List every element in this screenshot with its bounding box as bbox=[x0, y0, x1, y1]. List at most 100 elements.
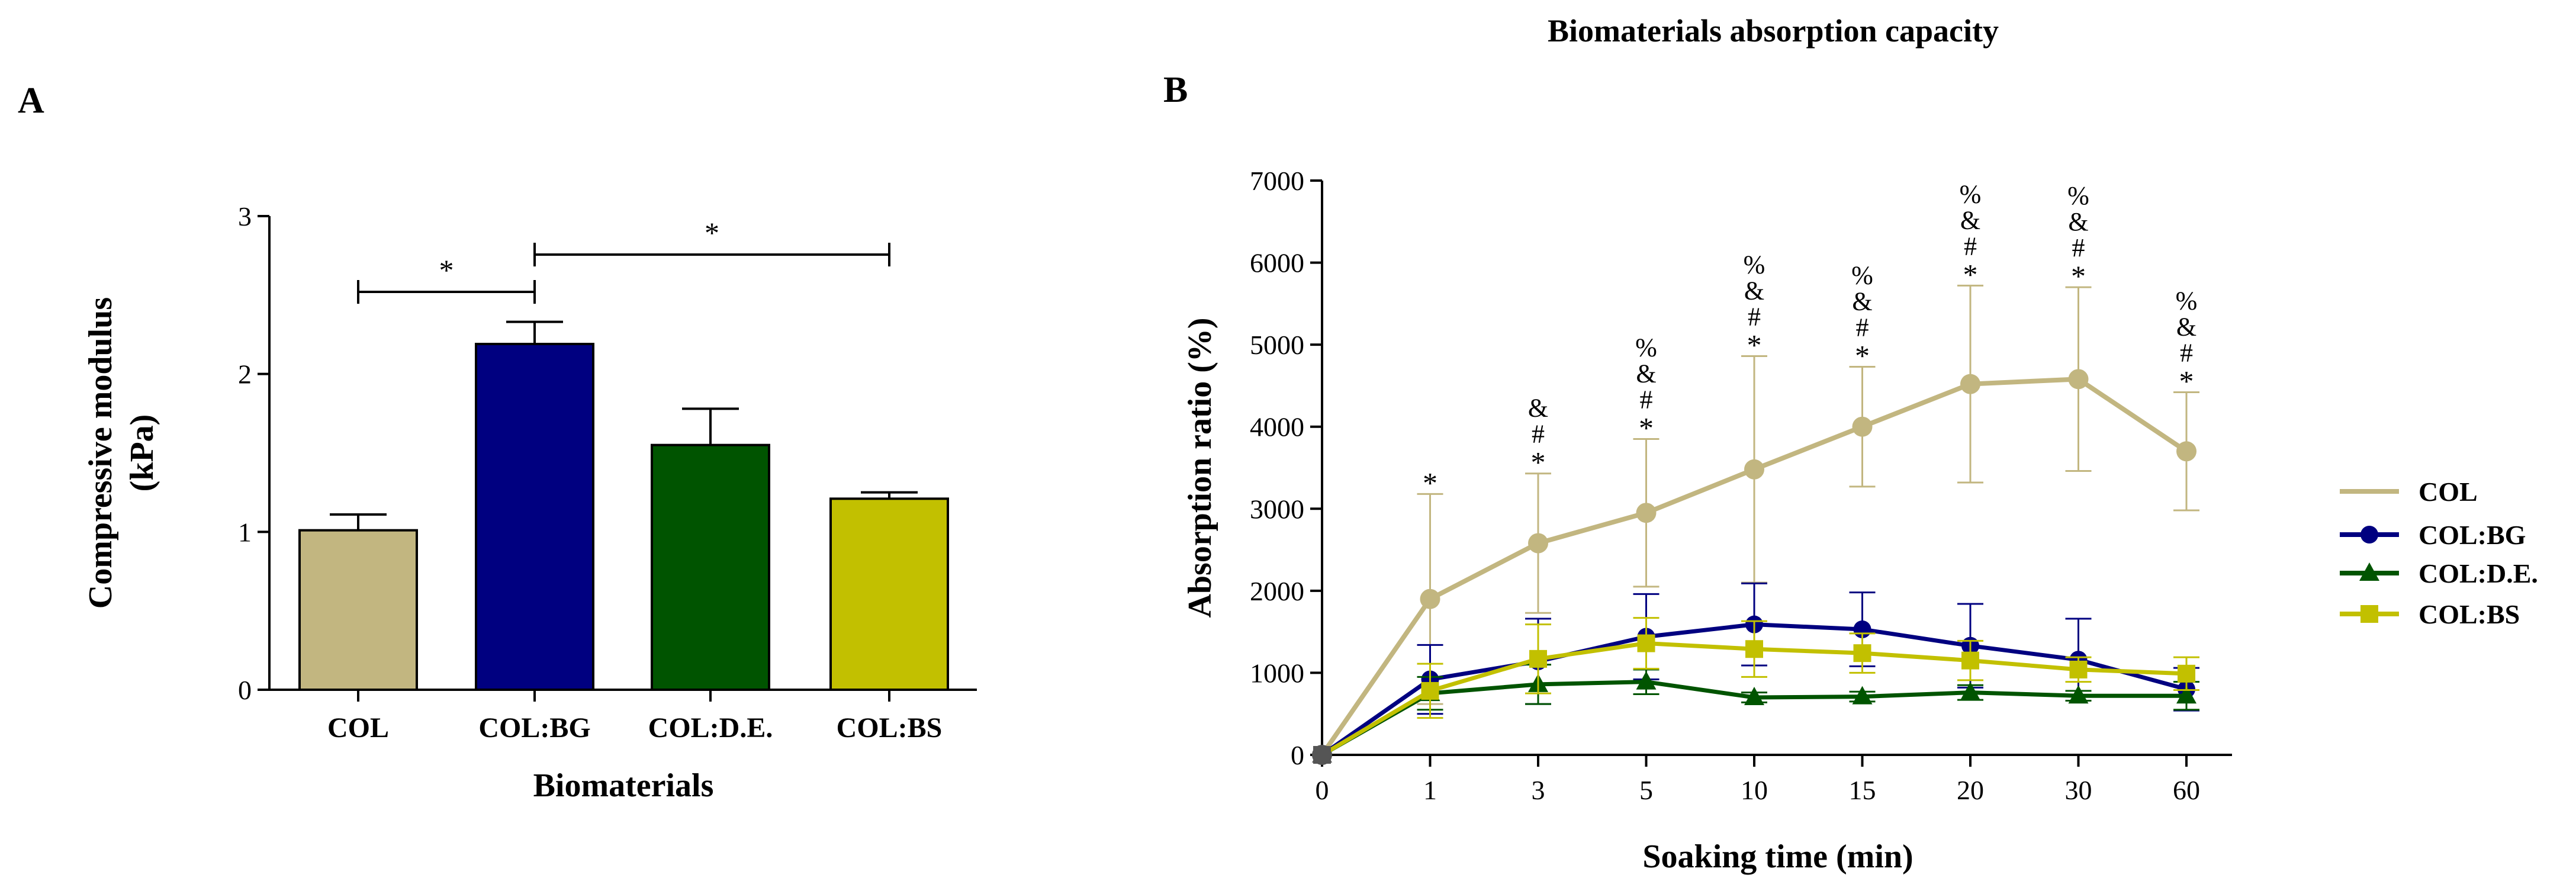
panel-b-x-tick-label: 0 bbox=[1316, 775, 1329, 805]
panel-a-bar bbox=[298, 529, 418, 692]
panel-a-bar bbox=[651, 443, 770, 692]
panel-b-significance-label: * bbox=[2071, 259, 2086, 292]
panel-b-marker bbox=[1420, 589, 1440, 609]
panel-b-significance-label: * bbox=[1963, 258, 1978, 291]
panel-b-significance-label: # bbox=[1640, 385, 1653, 414]
panel-b-x-label: Soaking time (min) bbox=[1642, 838, 1913, 875]
legend-marker bbox=[2360, 526, 2378, 544]
panel-a-y-tick-label: 2 bbox=[238, 359, 252, 390]
panel-a-y-tick-label: 0 bbox=[238, 675, 252, 705]
panel-b-significance-label: & bbox=[1528, 394, 1548, 423]
panel-b-significance-label: # bbox=[2072, 233, 2085, 262]
panel-b-significance-label: % bbox=[1635, 333, 1657, 362]
panel-b-y-tick-label: 5000 bbox=[1250, 330, 1304, 360]
panel-a-x-label: Biomaterials bbox=[533, 767, 714, 804]
panel-b-marker bbox=[1960, 681, 1980, 700]
panel-b-series-colbs bbox=[1313, 617, 2199, 764]
panel-b-significance-label: % bbox=[1960, 179, 1982, 208]
panel-b-marker bbox=[1528, 533, 1548, 554]
panel-b-marker bbox=[1853, 644, 1871, 663]
panel-b-significance-label: * bbox=[1747, 329, 1762, 362]
panel-b-series-colde bbox=[1312, 664, 2199, 763]
panel-b-y-label: Absorption ratio (%) bbox=[1182, 317, 1218, 618]
panel-b-x-tick-label: 10 bbox=[1741, 775, 1768, 805]
panel-b-x-tick-label: 1 bbox=[1423, 775, 1437, 805]
panel-b-marker bbox=[1636, 671, 1657, 690]
panel-b-marker bbox=[1961, 651, 1979, 670]
panel-b-significance-label: * bbox=[1855, 339, 1870, 372]
panel-b-y-tick-label: 6000 bbox=[1250, 248, 1304, 278]
panel-a-significance-star: * bbox=[705, 216, 719, 249]
legend-marker bbox=[2360, 605, 2378, 623]
panel-b-significance-label: * bbox=[1639, 411, 1654, 445]
panel-b-marker bbox=[2178, 664, 2195, 683]
panel-b-y-tick-label: 4000 bbox=[1250, 412, 1304, 442]
panel-b-significance-label: % bbox=[1744, 250, 1765, 279]
legend-marker bbox=[2359, 562, 2379, 581]
panel-b-marker bbox=[2069, 660, 2088, 678]
panel-b-significance-label: * bbox=[1531, 446, 1546, 479]
panel-b-significance-label: & bbox=[1852, 287, 1872, 316]
panel-b-marker bbox=[2176, 441, 2196, 462]
panel-b-x-tick-label: 3 bbox=[1532, 775, 1545, 805]
panel-b-significance-label: # bbox=[1964, 231, 1977, 261]
panel-a-letter: A bbox=[18, 81, 44, 121]
panel-b-marker bbox=[1852, 686, 1873, 705]
panel-a-bar bbox=[475, 343, 594, 691]
panel-b-marker bbox=[1421, 681, 1439, 700]
panel-b-y-tick-label: 3000 bbox=[1250, 494, 1304, 524]
panel-b-y-tick-label: 1000 bbox=[1250, 658, 1304, 688]
panel-b-marker bbox=[2068, 685, 2089, 704]
legend-label: COL:BG bbox=[2419, 520, 2526, 550]
panel-b-marker bbox=[1636, 503, 1657, 523]
legend-label: COL:D.E. bbox=[2419, 558, 2538, 589]
panel-a-x-tick-label: COL:BS bbox=[837, 712, 943, 744]
panel-b-significance-label: # bbox=[1532, 420, 1545, 449]
panel-b-significance-label: % bbox=[1851, 261, 1873, 290]
panel-a-y-label-unit: (kPa) bbox=[124, 414, 160, 492]
panel-a-y-tick-label: 1 bbox=[238, 517, 252, 547]
panel-a-significance-star: * bbox=[439, 253, 454, 287]
panel-b-marker bbox=[1529, 649, 1547, 668]
panel-b-y-tick-label: 0 bbox=[1291, 740, 1304, 770]
panel-b-x-tick-label: 5 bbox=[1639, 775, 1653, 805]
panel-b-marker bbox=[1745, 640, 1763, 658]
panel-a-bar-chart: Compressive modulus (kPa) Biomaterials 0… bbox=[82, 201, 977, 804]
panel-a-x-tick-label: COL:D.E. bbox=[648, 712, 773, 744]
panel-b-x-tick-label: 30 bbox=[2065, 775, 2092, 805]
panel-b-significance-label: & bbox=[1960, 205, 1980, 234]
panel-b-significance-label: * bbox=[1423, 466, 1437, 499]
panel-b-significance-label: & bbox=[2176, 313, 2196, 342]
panel-b-x-tick-label: 20 bbox=[1957, 775, 1984, 805]
panel-a-y-label: Compressive modulus bbox=[82, 297, 119, 609]
panel-a-y-tick-label: 3 bbox=[238, 201, 252, 231]
panel-b-x-tick-label: 15 bbox=[1849, 775, 1876, 805]
panel-b-title: Biomaterials absorption capacity bbox=[1548, 13, 1999, 49]
panel-b-marker bbox=[1313, 746, 1331, 764]
panel-b-marker bbox=[1637, 634, 1655, 652]
panel-b-marker bbox=[2176, 685, 2196, 704]
panel-b-letter: B bbox=[1163, 70, 1188, 110]
panel-b-significance-label: & bbox=[2068, 207, 2088, 236]
panel-b-significance-label: # bbox=[2180, 339, 2193, 368]
panel-b-significance-label: # bbox=[1748, 303, 1761, 332]
panel-b-significance-label: # bbox=[1856, 313, 1869, 342]
panel-b-significance-label: * bbox=[2179, 365, 2194, 398]
panel-b-marker bbox=[1744, 459, 1764, 480]
panel-b-marker bbox=[1744, 687, 1764, 705]
panel-a-bar bbox=[829, 497, 949, 691]
panel-b-marker bbox=[1852, 416, 1873, 437]
panel-b-line-chart: Absorption ratio (%) Soaking time (min) … bbox=[1182, 166, 2232, 875]
panel-b-x-tick-label: 60 bbox=[2173, 775, 2200, 805]
panel-b-y-tick-label: 7000 bbox=[1250, 166, 1304, 196]
panel-b-significance-label: & bbox=[1744, 276, 1764, 305]
panel-b-series-colbg bbox=[1313, 582, 2199, 764]
panel-b-marker bbox=[1960, 374, 1980, 394]
panel-b-significance-label: % bbox=[2067, 181, 2089, 210]
panel-a-x-tick-label: COL bbox=[327, 712, 389, 744]
panel-b-legend: COL COL:BG COL:D.E. COL:BS bbox=[2340, 477, 2538, 629]
legend-label: COL bbox=[2419, 477, 2478, 507]
panel-b-y-tick-label: 2000 bbox=[1250, 576, 1304, 606]
panel-a-x-tick-label: COL:BG bbox=[478, 712, 590, 744]
